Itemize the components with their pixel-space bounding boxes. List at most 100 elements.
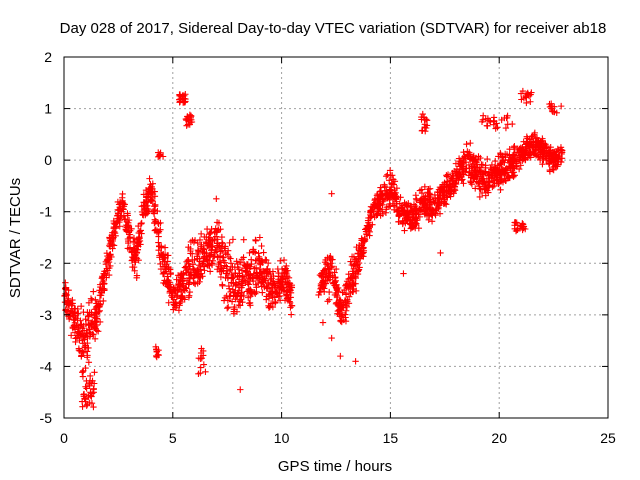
data-point: [370, 200, 377, 208]
data-point: [224, 247, 232, 254]
data-point: [383, 172, 390, 180]
data-point: [485, 172, 492, 179]
data-point: [216, 242, 223, 249]
data-point: [265, 295, 273, 302]
data-point: [380, 197, 387, 205]
data-point: [400, 217, 408, 225]
data-point: [518, 151, 526, 159]
data-point: [435, 186, 443, 193]
data-point: [257, 261, 264, 268]
data-point: [452, 180, 460, 188]
data-point: [238, 292, 245, 300]
data-point: [107, 252, 114, 259]
data-point: [252, 274, 260, 281]
data-point: [235, 287, 242, 294]
data-point: [133, 272, 141, 279]
data-point: [213, 219, 221, 226]
data-point: [137, 220, 145, 228]
data-point: [548, 103, 556, 110]
data-point: [247, 287, 255, 295]
data-point: [436, 196, 443, 204]
data-point: [510, 144, 517, 151]
data-point: [550, 148, 558, 156]
data-point: [456, 165, 463, 173]
x-tick-label: 25: [600, 430, 616, 446]
data-point: [224, 297, 232, 304]
data-point: [125, 216, 133, 224]
data-point: [399, 220, 406, 228]
data-point: [152, 343, 159, 351]
data-point: [179, 292, 186, 299]
data-point: [202, 368, 209, 375]
data-point: [529, 148, 537, 155]
data-point: [467, 139, 474, 147]
data-point: [331, 269, 338, 276]
data-point: [498, 176, 505, 183]
data-point: [416, 213, 424, 221]
data-point: [393, 184, 401, 192]
data-point: [155, 149, 162, 156]
data-point: [82, 364, 89, 372]
data-point: [395, 218, 402, 225]
data-point: [349, 288, 357, 295]
data-point: [283, 295, 291, 302]
data-point: [250, 248, 257, 255]
data-point: [138, 230, 145, 237]
data-point: [421, 183, 429, 190]
data-point: [474, 179, 482, 186]
data-point: [100, 278, 107, 286]
data-point: [129, 248, 136, 255]
data-point: [186, 288, 194, 296]
data-point: [323, 268, 330, 276]
data-point: [423, 122, 431, 129]
data-point: [401, 227, 408, 234]
data-point: [87, 295, 95, 302]
data-point: [441, 189, 449, 197]
data-point: [135, 229, 142, 237]
data-point: [64, 299, 71, 306]
data-point: [184, 113, 191, 120]
data-point: [378, 191, 385, 198]
data-point: [182, 95, 189, 103]
data-point: [451, 183, 459, 191]
data-point: [553, 158, 560, 165]
data-point: [85, 344, 92, 352]
data-point: [103, 274, 110, 281]
data-point: [249, 275, 256, 282]
data-point: [177, 93, 185, 101]
data-point: [459, 176, 466, 183]
data-point: [338, 302, 345, 309]
data-point: [236, 302, 244, 309]
data-point: [207, 253, 214, 260]
data-point: [104, 255, 112, 263]
data-point: [73, 332, 81, 339]
data-point: [91, 369, 98, 376]
data-point: [494, 124, 501, 131]
data-point: [235, 265, 243, 273]
data-point: [271, 299, 279, 307]
data-point: [227, 266, 234, 273]
data-point: [206, 253, 213, 261]
data-point: [386, 177, 393, 184]
data-point: [398, 204, 405, 212]
data-point: [330, 279, 337, 287]
data-point: [230, 292, 237, 299]
data-point: [108, 232, 116, 240]
data-point: [524, 140, 531, 147]
data-point: [238, 284, 245, 291]
data-point: [224, 274, 232, 281]
data-point: [81, 395, 88, 402]
data-point: [183, 285, 190, 292]
data-point: [324, 298, 331, 305]
data-point: [86, 399, 93, 407]
data-point: [392, 195, 399, 203]
data-point: [77, 303, 85, 310]
data-point: [226, 285, 233, 292]
data-point: [185, 258, 192, 265]
data-point: [497, 186, 504, 194]
data-point: [485, 178, 492, 185]
data-point: [90, 288, 97, 295]
data-point: [228, 279, 235, 286]
data-point: [337, 352, 344, 360]
data-point: [404, 214, 412, 222]
